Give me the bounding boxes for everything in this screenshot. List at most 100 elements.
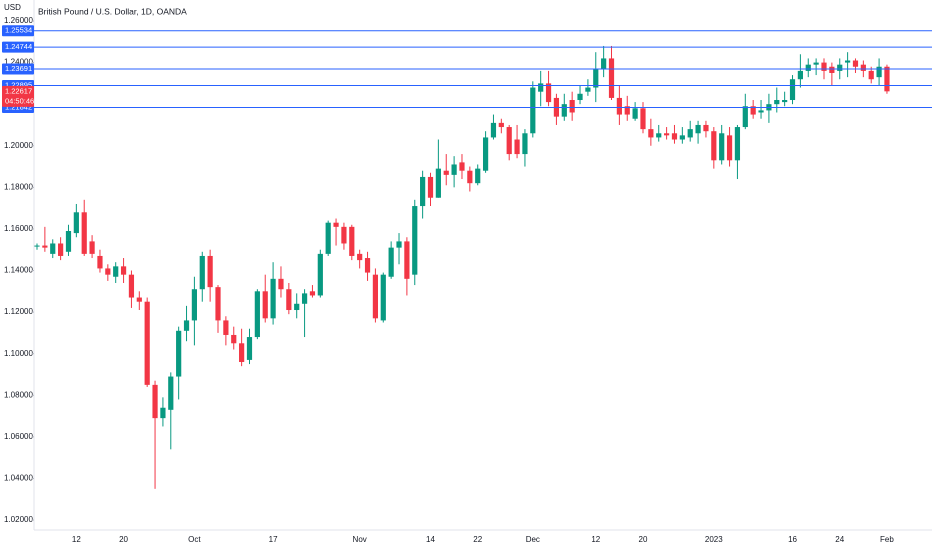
candle-body	[821, 62, 827, 71]
y-tick-label: 1.26000	[4, 16, 33, 25]
y-tick-label: 1.10000	[4, 349, 33, 358]
level-label: 1.24744	[5, 42, 32, 51]
chart-title: British Pound / U.S. Dollar, 1D, OANDA	[38, 6, 187, 16]
y-tick-label: 1.08000	[4, 390, 33, 399]
candle-body	[797, 70, 803, 80]
candle-body	[34, 245, 40, 247]
candle-body	[490, 122, 497, 138]
level-label: 1.23691	[5, 64, 32, 73]
candle-body	[782, 100, 788, 103]
candle-body	[671, 133, 678, 140]
candle-body	[89, 241, 95, 254]
candle-body	[608, 58, 615, 98]
x-tick-label: 17	[269, 535, 278, 544]
candle-body	[294, 303, 300, 311]
candle-body	[451, 164, 457, 175]
candle-body	[160, 407, 166, 419]
candle-body	[223, 320, 229, 335]
level-label: 1.22895	[5, 81, 32, 90]
candle-body	[435, 168, 441, 198]
candle-body	[459, 162, 465, 171]
candle-body	[789, 79, 796, 101]
level-label-box	[2, 63, 34, 75]
price-label-box	[2, 85, 34, 107]
x-tick-label: 24	[835, 535, 844, 544]
candle-body	[246, 337, 253, 360]
level-label: 1.21842	[5, 102, 32, 111]
candle-body	[813, 62, 819, 65]
candle-body	[317, 253, 323, 296]
y-tick-label: 1.12000	[4, 307, 33, 316]
candle-body	[380, 274, 386, 321]
candle-body	[388, 247, 394, 277]
candle-body	[191, 289, 197, 321]
candle-body	[514, 139, 520, 155]
candle-body	[648, 129, 654, 138]
candle-body	[656, 133, 662, 138]
candle-body	[475, 168, 481, 184]
candle-body	[105, 268, 111, 275]
candle-body	[593, 68, 599, 88]
candle-body	[687, 129, 693, 138]
candle-body	[585, 87, 591, 92]
candle-body	[81, 212, 87, 254]
candle-body	[183, 320, 190, 331]
candle-body	[679, 135, 685, 140]
level-label: 1.25534	[5, 26, 32, 35]
candle-body	[726, 135, 733, 161]
candle-body	[632, 108, 638, 119]
candle-body	[506, 127, 512, 155]
candle-body	[829, 66, 835, 73]
level-label-box	[2, 41, 34, 53]
candle-body	[136, 297, 142, 302]
candle-body	[522, 133, 528, 155]
candle-body	[270, 278, 276, 319]
candle-body	[467, 170, 473, 184]
candle-body	[207, 255, 213, 288]
candle-body	[65, 231, 72, 252]
x-tick-label: Nov	[353, 535, 367, 544]
candle-body	[530, 87, 536, 134]
candle-body	[703, 124, 709, 132]
candle-body	[601, 58, 607, 69]
countdown-label: 04:50:46	[5, 96, 34, 105]
candle-body	[774, 100, 780, 105]
x-tick-label: 20	[119, 535, 128, 544]
x-tick-label: 16	[788, 535, 797, 544]
candle-body	[357, 253, 363, 261]
candle-body	[231, 334, 237, 344]
x-tick-label: Oct	[188, 535, 201, 544]
candle-body	[719, 133, 725, 161]
candle-body	[498, 122, 504, 128]
y-tick-label: 1.24000	[4, 58, 33, 67]
candle-body	[396, 241, 402, 248]
candle-body	[404, 241, 410, 279]
candle-body	[412, 206, 418, 275]
candle-body	[577, 93, 583, 101]
candle-body	[805, 64, 811, 71]
candle-body	[837, 64, 843, 71]
y-tick-label: 1.02000	[4, 515, 33, 524]
candle-body	[73, 212, 79, 234]
candle-body	[278, 278, 284, 290]
candle-body	[152, 384, 158, 419]
candle-body	[144, 301, 150, 385]
candle-body	[427, 176, 434, 198]
candle-body	[845, 60, 851, 63]
candle-body	[695, 124, 701, 134]
y-tick-label: 1.06000	[4, 432, 33, 441]
candle-body	[758, 110, 764, 113]
candle-body	[616, 97, 622, 115]
candle-body	[97, 255, 103, 269]
candle-body	[372, 274, 379, 319]
candle-body	[58, 243, 64, 256]
candle-body	[113, 266, 119, 277]
x-tick-label: 12	[591, 535, 600, 544]
candle-body	[482, 137, 489, 171]
x-tick-label: 22	[473, 535, 482, 544]
x-tick-label: 14	[426, 535, 435, 544]
candle-body	[199, 255, 205, 290]
price-label: 1.22617	[5, 86, 32, 95]
candle-body	[569, 100, 575, 113]
x-tick-label: Dec	[526, 535, 540, 544]
